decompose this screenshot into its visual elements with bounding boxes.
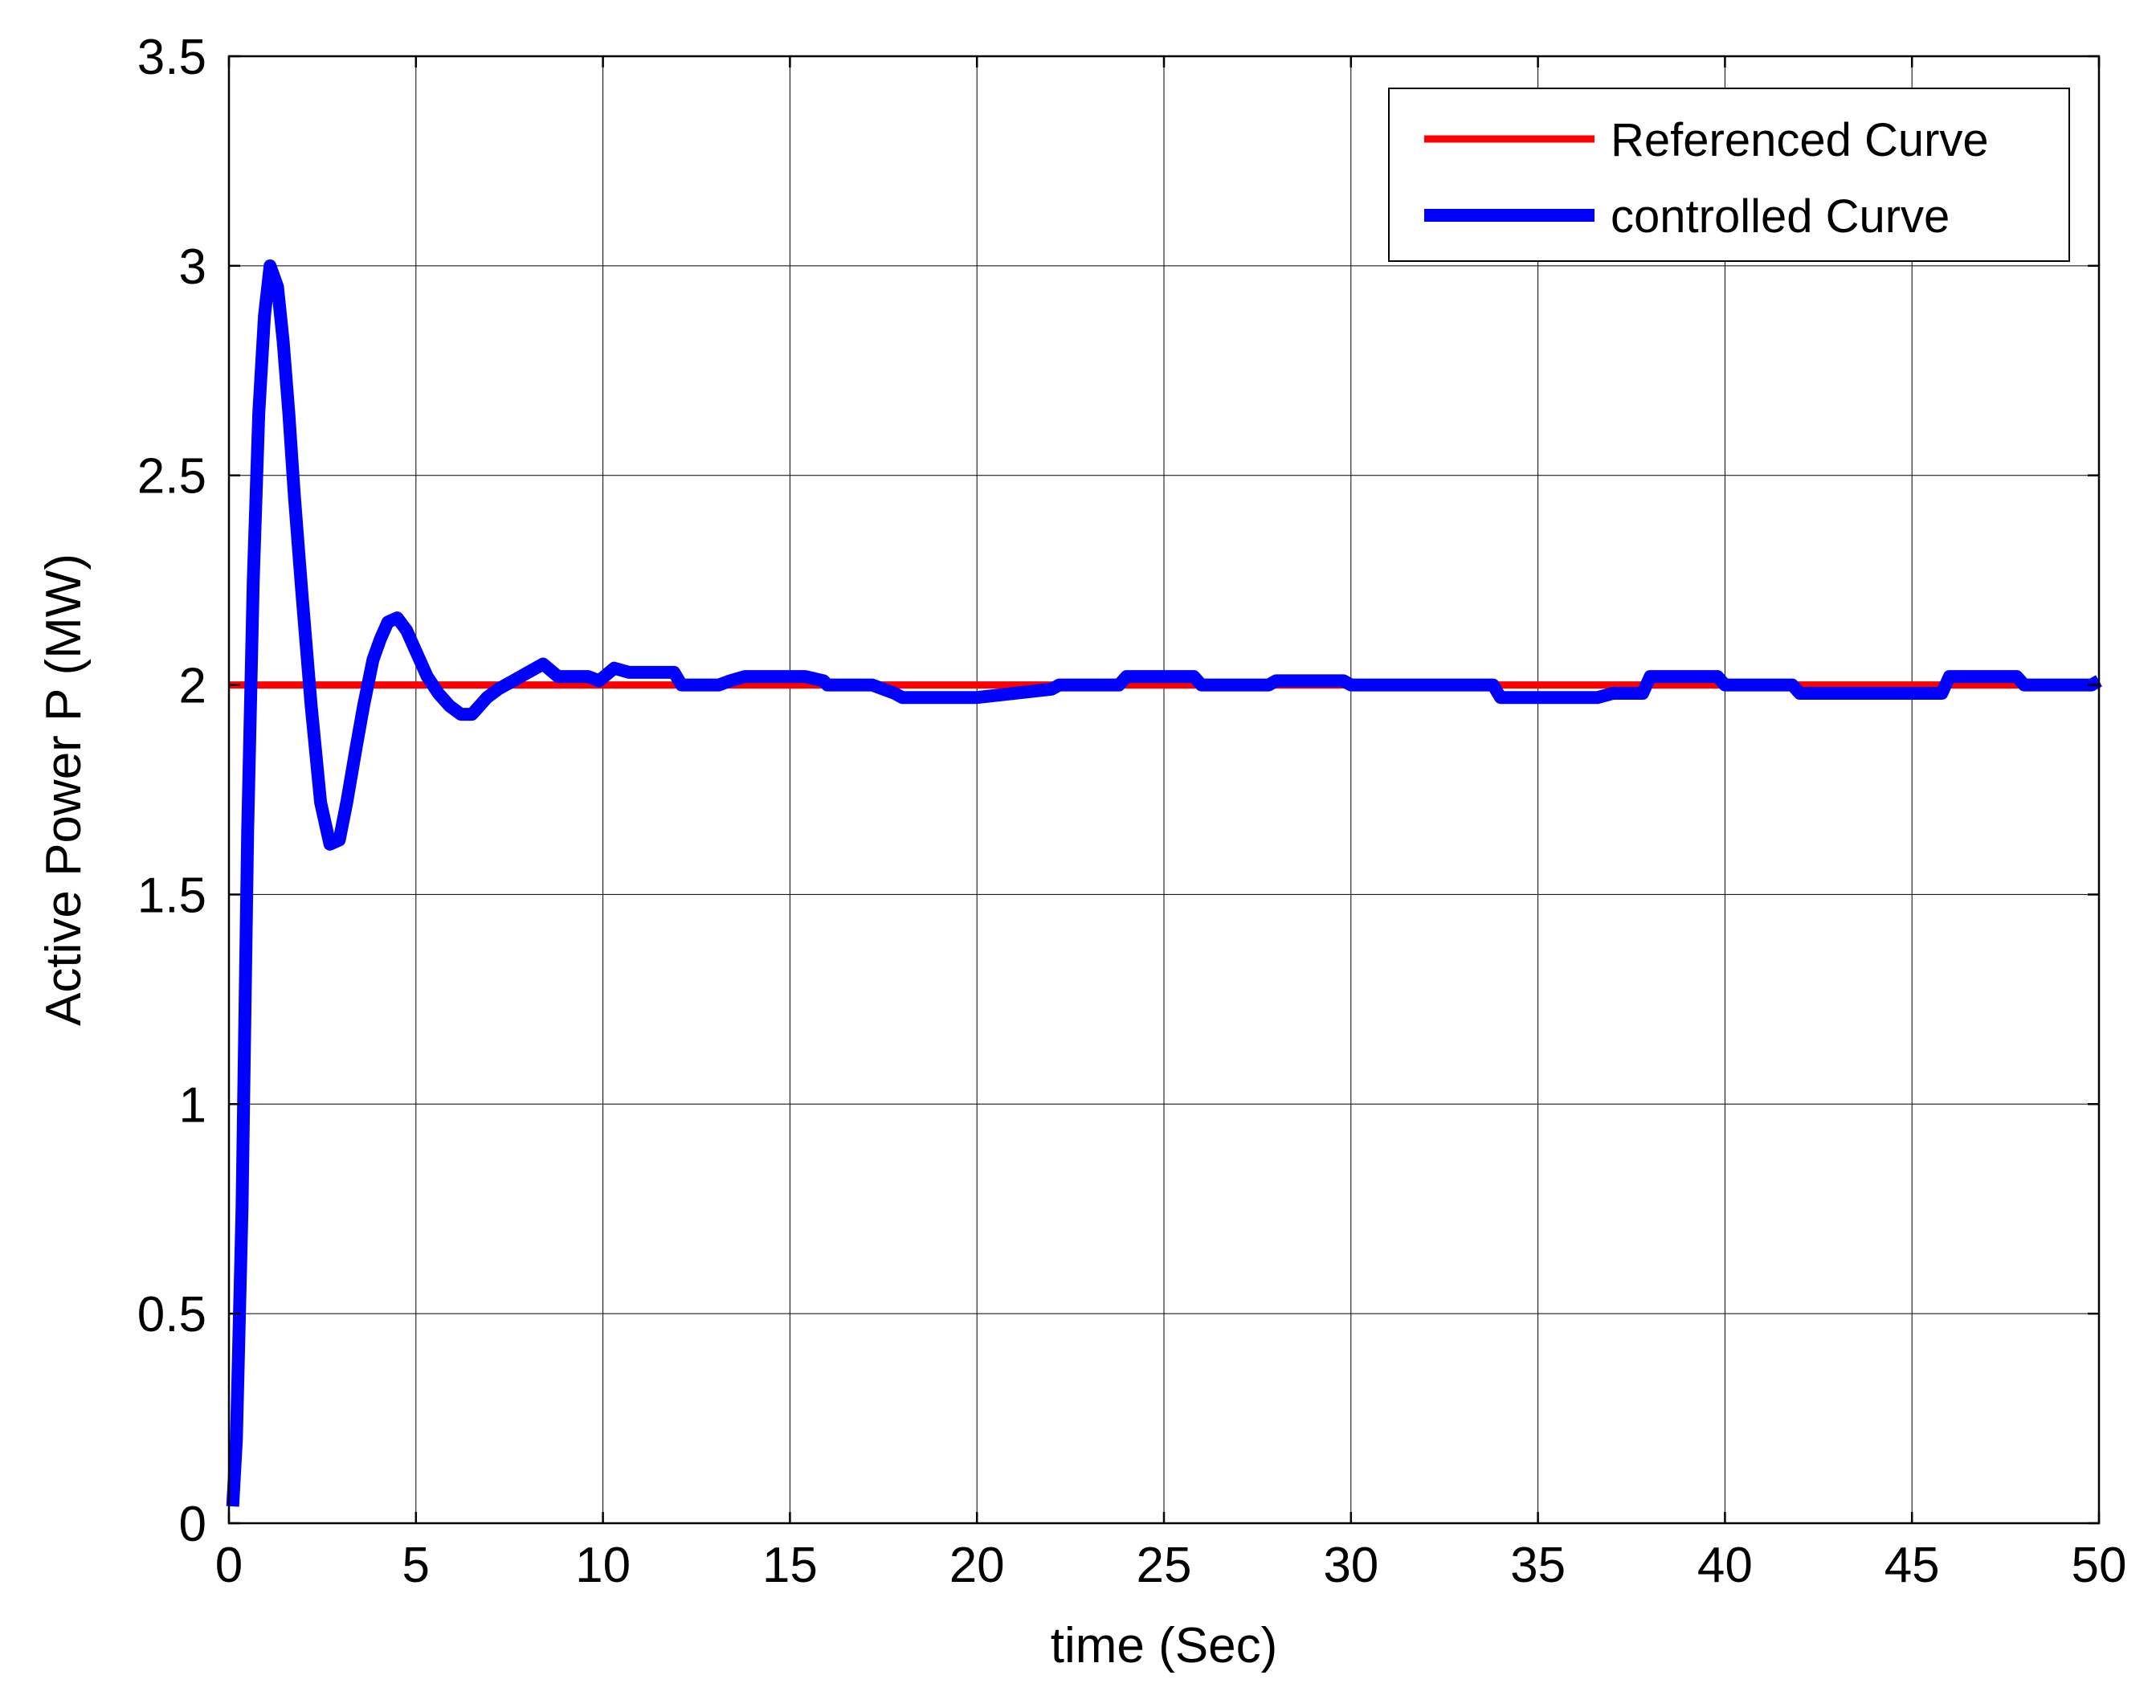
y-tick-label: 0.5 [137, 1287, 206, 1342]
x-axis-label: time (Sec) [1051, 1618, 1277, 1673]
x-tick-label: 15 [762, 1538, 818, 1593]
y-tick-label: 2.5 [137, 449, 206, 505]
x-tick-label: 25 [1137, 1538, 1192, 1593]
y-tick-label: 2 [179, 659, 206, 714]
x-tick-label: 50 [2072, 1538, 2127, 1593]
grid [229, 56, 2099, 1523]
x-tick-label: 30 [1323, 1538, 1378, 1593]
series-controlled-curve [226, 259, 2102, 1507]
legend-label-referenced: Referenced Curve [1611, 114, 1989, 166]
legend-label-controlled: controlled Curve [1611, 190, 1950, 243]
legend-box [1388, 88, 2070, 262]
y-tick-label: 1.5 [137, 868, 206, 923]
x-tick-label: 40 [1697, 1538, 1753, 1593]
x-tick-label: 45 [1884, 1538, 1940, 1593]
y-tick-label: 3 [179, 239, 206, 295]
y-tick-label: 1 [179, 1077, 206, 1133]
x-tick-label: 20 [949, 1538, 1005, 1593]
ticks [227, 55, 2101, 1525]
x-tick-label: 5 [402, 1538, 430, 1593]
legend: Referenced Curve controlled Curve [1388, 88, 2070, 262]
y-tick-label: 0 [179, 1497, 206, 1552]
y-axis-label: Active Power P (MW) [36, 554, 92, 1026]
x-tick-label: 0 [215, 1538, 243, 1593]
y-tick-labels: 0 0.5 1 1.5 2 2.5 3 3.5 [137, 30, 206, 1552]
x-tick-label: 35 [1510, 1538, 1566, 1593]
series-layer [226, 259, 2102, 1507]
x-tick-labels: 0 5 10 15 20 25 30 35 40 45 50 [215, 1538, 2127, 1593]
y-tick-label: 3.5 [137, 30, 206, 85]
x-tick-label: 10 [575, 1538, 631, 1593]
